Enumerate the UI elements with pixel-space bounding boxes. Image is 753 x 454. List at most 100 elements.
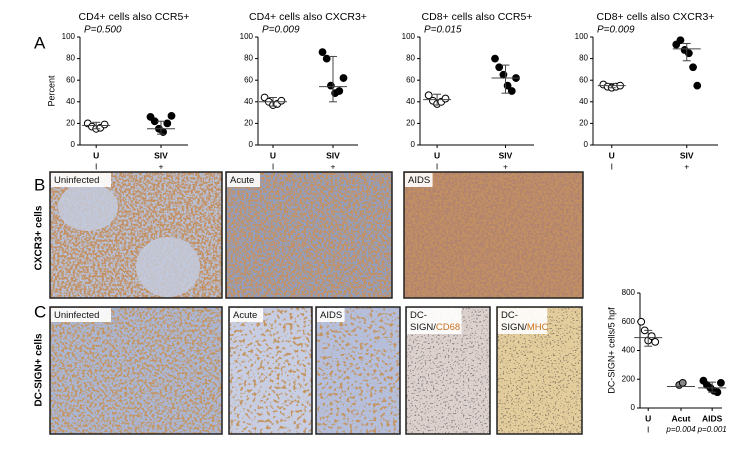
x-tick-sublabel: + bbox=[331, 161, 336, 171]
image-label: Acute bbox=[230, 175, 254, 186]
y-tick-label: 0 bbox=[71, 140, 76, 149]
data-point bbox=[651, 337, 660, 346]
x-tick-label: U bbox=[434, 150, 440, 160]
x-tick-label: AIDS bbox=[702, 413, 723, 423]
image-label-text: Acute bbox=[233, 310, 257, 321]
x-tick-label: SIV bbox=[326, 150, 340, 160]
p-value: P=0.500 bbox=[84, 25, 122, 36]
x-tick-sublabel: I bbox=[95, 161, 97, 171]
data-point bbox=[277, 96, 286, 105]
image-label-box bbox=[51, 308, 111, 322]
y-tick-label: 20 bbox=[66, 119, 75, 128]
image-label: SIGN/CD68 bbox=[410, 322, 460, 333]
data-point bbox=[339, 74, 348, 82]
x-tick-label: U bbox=[609, 150, 615, 160]
panel-letter: C bbox=[34, 302, 46, 321]
x-tick-label: SIV bbox=[680, 150, 694, 160]
panel-letter: B bbox=[34, 175, 45, 194]
image-label-box bbox=[317, 308, 345, 322]
image-label-box bbox=[405, 173, 433, 187]
micrograph-border bbox=[315, 306, 401, 435]
data-point bbox=[689, 63, 697, 72]
y-tick-label: 100 bbox=[62, 32, 76, 41]
data-point bbox=[424, 91, 433, 100]
y-tick-label: 40 bbox=[244, 97, 253, 106]
p-value: P=0.009 bbox=[262, 25, 300, 36]
image-label-text: DC- bbox=[501, 310, 518, 321]
y-tick-label: 40 bbox=[66, 97, 75, 106]
data-point bbox=[491, 54, 499, 63]
micrograph-border bbox=[228, 306, 313, 435]
tissue-region bbox=[58, 183, 118, 231]
chart-title: CD4+ cells also CXCR3+ bbox=[249, 11, 367, 23]
p-value: P=0.009 bbox=[597, 25, 635, 36]
x-tick-label: SIV bbox=[154, 150, 168, 160]
y-tick-label: 100 bbox=[240, 32, 254, 41]
tissue-region bbox=[136, 237, 200, 297]
row-label: CXCR3+ cells bbox=[34, 205, 45, 270]
image-label: DC- bbox=[501, 310, 518, 321]
image-label-stain: MHC bbox=[527, 322, 549, 333]
y-tick-label: 800 bbox=[622, 288, 636, 297]
chart-title: CD8+ cells also CXCR3+ bbox=[597, 11, 715, 23]
x-tick-label: U bbox=[270, 150, 276, 160]
micrograph-border bbox=[496, 306, 583, 435]
image-label-stain: CD68 bbox=[436, 322, 460, 333]
data-point bbox=[167, 111, 176, 120]
image-label-text: SIGN/ bbox=[410, 322, 436, 333]
y-tick-label: 60 bbox=[579, 75, 588, 84]
x-tick-sublabel: p=0.001 bbox=[697, 425, 727, 434]
data-point bbox=[335, 87, 344, 95]
y-tick-label: 80 bbox=[244, 54, 253, 63]
image-label-text: DC- bbox=[410, 310, 427, 321]
y-tick-label: 80 bbox=[579, 54, 588, 63]
x-tick-label: SIV bbox=[499, 150, 513, 160]
image-label: DC- bbox=[410, 310, 427, 321]
image-label-text: SIGN/ bbox=[501, 322, 527, 333]
x-tick-sublabel: I bbox=[611, 161, 613, 171]
p-value: P=0.015 bbox=[424, 25, 462, 36]
data-point bbox=[507, 87, 516, 95]
y-tick-label: 0 bbox=[249, 140, 254, 149]
data-point bbox=[495, 63, 504, 72]
y-tick-label: 200 bbox=[622, 374, 636, 383]
panel-letter: A bbox=[34, 33, 46, 52]
image-label: AIDS bbox=[320, 310, 342, 321]
data-point bbox=[678, 378, 687, 387]
y-tick-label: 0 bbox=[631, 403, 636, 412]
micrograph-border bbox=[225, 171, 393, 299]
y-tick-label: 600 bbox=[622, 317, 636, 326]
image-label-box bbox=[51, 173, 111, 187]
charts: CD4+ cells also CCR5+ P=0.500 0 20 40 60 80 100… bbox=[46, 11, 726, 434]
y-tick-label: 100 bbox=[402, 32, 416, 41]
chart-title: CD4+ cells also CCR5+ bbox=[79, 11, 190, 23]
y-tick-label: 20 bbox=[406, 119, 415, 128]
image-label-box bbox=[227, 173, 260, 187]
x-tick-sublabel: + bbox=[159, 161, 164, 171]
data-point bbox=[163, 119, 172, 128]
data-point bbox=[676, 36, 685, 45]
data-point bbox=[322, 54, 331, 63]
x-tick-sublabel: + bbox=[503, 161, 508, 171]
data-point bbox=[441, 94, 450, 103]
micrograph-texture bbox=[229, 307, 312, 434]
x-tick-label: U bbox=[93, 150, 99, 160]
y-tick-label: 20 bbox=[579, 119, 588, 128]
y-tick-label: 0 bbox=[584, 140, 589, 149]
y-tick-label: 40 bbox=[579, 97, 588, 106]
x-tick-sublabel: p=0.004 bbox=[665, 425, 696, 434]
image-label-text: AIDS bbox=[320, 310, 342, 321]
x-tick-sublabel: I bbox=[647, 424, 649, 434]
micrograph-texture bbox=[50, 307, 222, 434]
image-label: Uninfected bbox=[54, 310, 99, 321]
data-point bbox=[318, 48, 327, 57]
data-point bbox=[717, 378, 725, 387]
micrograph-border bbox=[405, 306, 491, 435]
x-tick-sublabel: + bbox=[684, 161, 689, 171]
micrograph-border bbox=[49, 171, 223, 299]
x-tick-label: Acut bbox=[672, 413, 691, 423]
x-tick-sublabel: I bbox=[272, 161, 274, 171]
y-axis-label: Percent bbox=[46, 75, 56, 107]
y-tick-label: 60 bbox=[406, 75, 415, 84]
image-label: AIDS bbox=[408, 175, 430, 186]
